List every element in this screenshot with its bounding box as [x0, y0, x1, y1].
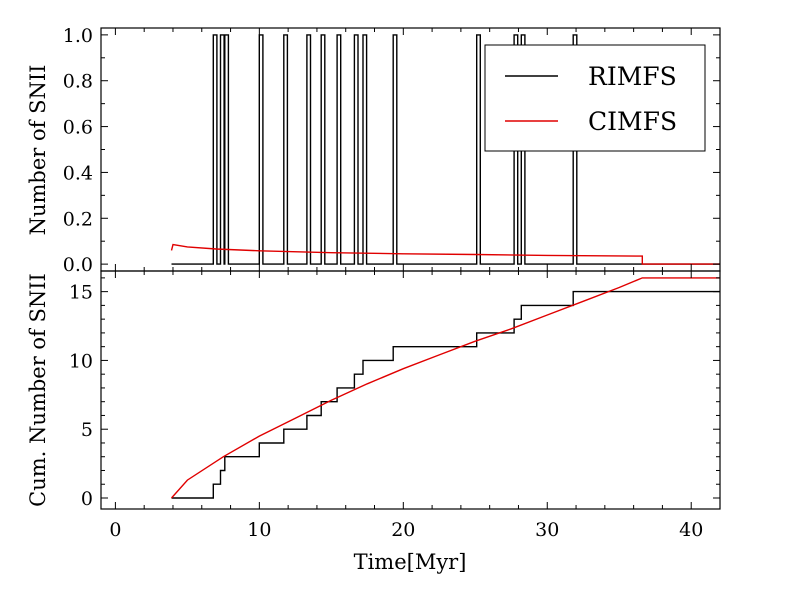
x-tick-label: 30 [535, 519, 559, 541]
bottom-axes-frame [100, 270, 721, 510]
y-tick-label: 0.0 [63, 254, 93, 276]
x-tick-label: 40 [679, 519, 703, 541]
y-tick-label: 15 [69, 282, 93, 304]
legend-label-rimfs: RIMFS [588, 62, 677, 91]
series-rimfs-rate [171, 34, 720, 265]
y-tick-label: 0.4 [63, 162, 93, 184]
legend: RIMFS CIMFS [484, 44, 706, 152]
legend-box [484, 44, 706, 152]
top-panel: 0.0 0.2 0.4 0.6 0.8 1.0 Number of SNII RIMFS … [26, 25, 721, 276]
series-rimfs-cumulative [171, 290, 720, 499]
top-ticks-group: 0.0 0.2 0.4 0.6 0.8 1.0 [63, 25, 721, 276]
y-tick-label: 0.8 [63, 71, 93, 93]
top-series-group [170, 34, 720, 265]
y-tick-label: 0.2 [63, 208, 93, 230]
x-tick-label: 10 [247, 519, 271, 541]
y-tick-label: 0 [81, 488, 93, 510]
y-tick-label: 5 [81, 419, 93, 441]
series-cimfs-cumulative [170, 277, 720, 499]
x-tick-label: 0 [109, 519, 121, 541]
x-tick-label: 20 [391, 519, 415, 541]
y-tick-label: 10 [69, 350, 93, 372]
y-tick-label: 0.6 [63, 117, 93, 139]
bottom-ylabel: Cum. Number of SNII [26, 273, 50, 507]
y-tick-label: 1.0 [63, 25, 93, 47]
series-cimfs-rate [170, 243, 720, 265]
top-ylabel: Number of SNII [26, 65, 50, 236]
legend-label-cimfs: CIMFS [588, 107, 677, 136]
x-axis-label: Time[Myr] [354, 550, 467, 574]
bottom-series-group [170, 277, 720, 499]
bottom-panel: 0 10 20 30 40 0 5 10 15 Cum. Number of SNII Time… [26, 270, 721, 574]
bottom-ticks-group: 0 10 20 30 40 0 5 10 15 [69, 271, 721, 541]
